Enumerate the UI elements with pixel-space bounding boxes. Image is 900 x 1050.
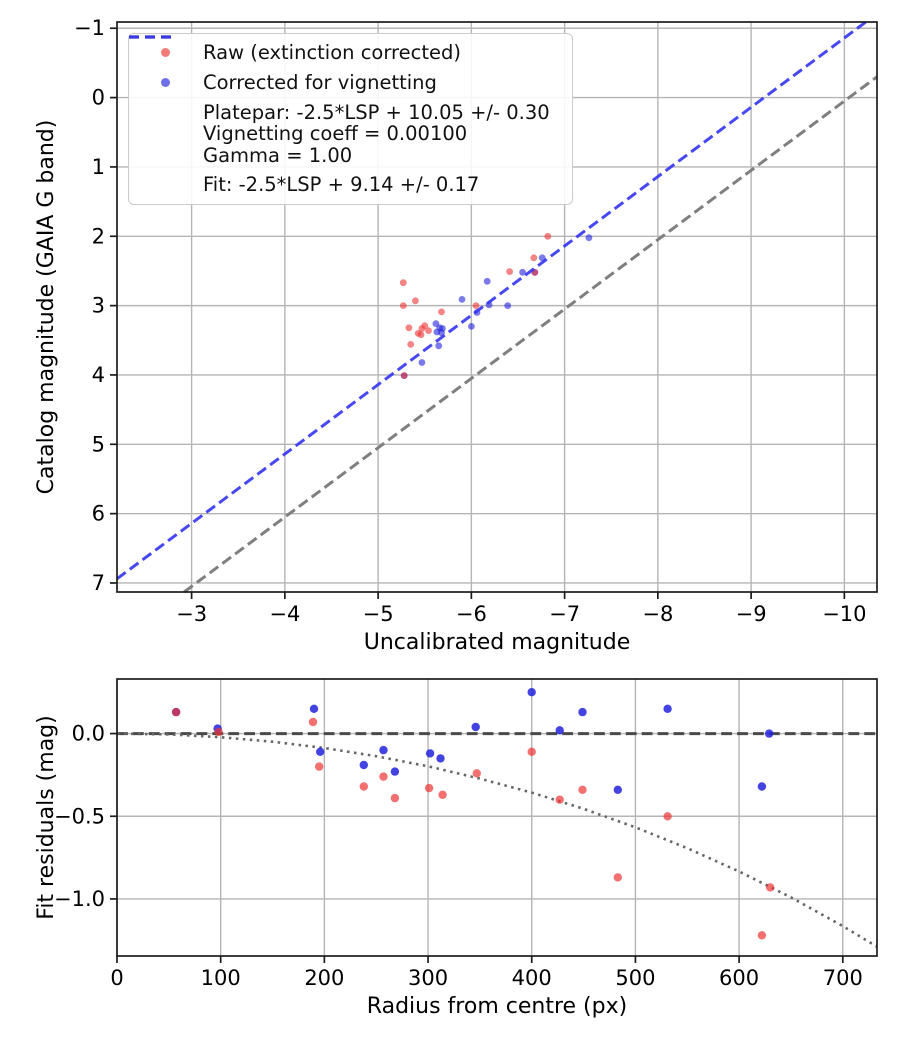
- residuals-chart-frame: [116, 678, 878, 957]
- y-tick-label: 7: [92, 571, 105, 595]
- x-tick-label: 600: [719, 966, 759, 990]
- x-tick-label: −5: [363, 602, 394, 626]
- x-tick-label: 100: [201, 966, 241, 990]
- raw-residuals: [171, 707, 775, 940]
- residuals-chart-grid: [116, 679, 877, 956]
- x-tick-label: −6: [456, 602, 487, 626]
- x-tick-label: 500: [615, 966, 655, 990]
- x-tick-label: −7: [549, 602, 580, 626]
- legend-entry-label: Corrected for vignetting: [203, 70, 437, 94]
- raw-scatter: [399, 232, 552, 379]
- y-tick-label: 4: [92, 363, 105, 387]
- y-tick-label: 2: [92, 224, 105, 248]
- x-tick-label: 300: [408, 966, 448, 990]
- y-tick-label: −0.5: [54, 804, 105, 828]
- x-tick-label: −3: [176, 602, 207, 626]
- legend: Raw (extinction corrected) Corrected for …: [128, 33, 573, 205]
- residuals-chart: 0 100 200 300 400 500 600 700 0.0 −0.5 −1.0 Radius …: [34, 678, 878, 1019]
- corrected-scatter: [400, 234, 593, 379]
- corrected-residuals: [171, 688, 774, 794]
- residuals-chart-ylabel: Fit residuals (mag): [34, 715, 59, 919]
- x-tick-label: −8: [642, 602, 673, 626]
- y-tick-label: −1.0: [54, 887, 105, 911]
- magnitude-fit-chart-xlabel: Uncalibrated magnitude: [364, 630, 630, 655]
- vignetting-curve: [116, 732, 878, 948]
- y-tick-label: −1: [74, 16, 105, 40]
- x-tick-label: 700: [823, 966, 863, 990]
- fit-line: [116, 20, 867, 581]
- x-tick-label: 200: [304, 966, 344, 990]
- legend-entry-0: Raw (extinction corrected): [139, 42, 562, 64]
- legend-entry-3: Fit: -2.5*LSP + 9.14 +/- 0.17: [129, 35, 562, 197]
- magnitude-fit-chart-frame: [116, 21, 878, 593]
- legend-entry-2: Platepar: -2.5*LSP + 10.05 +/- 0.30 Vign…: [129, 35, 562, 167]
- x-tick-label: 0: [110, 966, 123, 990]
- y-tick-label: 1: [92, 155, 105, 179]
- legend-entry-label: Raw (extinction corrected): [203, 41, 461, 64]
- legend-entry-1: Corrected for vignetting: [139, 72, 562, 94]
- x-tick-label: 400: [512, 966, 552, 990]
- legend-entry-label: Fit: -2.5*LSP + 9.14 +/- 0.17: [203, 173, 480, 197]
- legend-dot-marker-icon: [139, 78, 191, 88]
- legend-entry-label: Platepar: -2.5*LSP + 10.05 +/- 0.30 Vign…: [203, 100, 550, 167]
- y-tick-label: 0.0: [72, 722, 105, 746]
- x-tick-label: −4: [269, 602, 300, 626]
- magnitude-fit-chart-ylabel: Catalog magnitude (GAIA G band): [34, 120, 59, 495]
- residuals-chart-axes: 0 100 200 300 400 500 600 700 0.0 −0.5 −1.0 Radius …: [34, 715, 863, 1019]
- magnitude-fit-chart-axes: −3 −4 −5 −6 −7 −8 −9 −10−101234567Uncalibrated …: [34, 16, 867, 655]
- x-tick-label: −9: [736, 602, 767, 626]
- legend-dot-marker-icon: [139, 48, 191, 58]
- y-tick-label: 0: [92, 86, 105, 110]
- residuals-chart-xlabel: Radius from centre (px): [367, 994, 627, 1019]
- platepar-line: [183, 75, 878, 594]
- y-tick-label: 3: [92, 294, 105, 318]
- y-tick-label: 6: [92, 502, 105, 526]
- y-tick-label: 5: [92, 432, 105, 456]
- x-tick-label: −10: [822, 602, 866, 626]
